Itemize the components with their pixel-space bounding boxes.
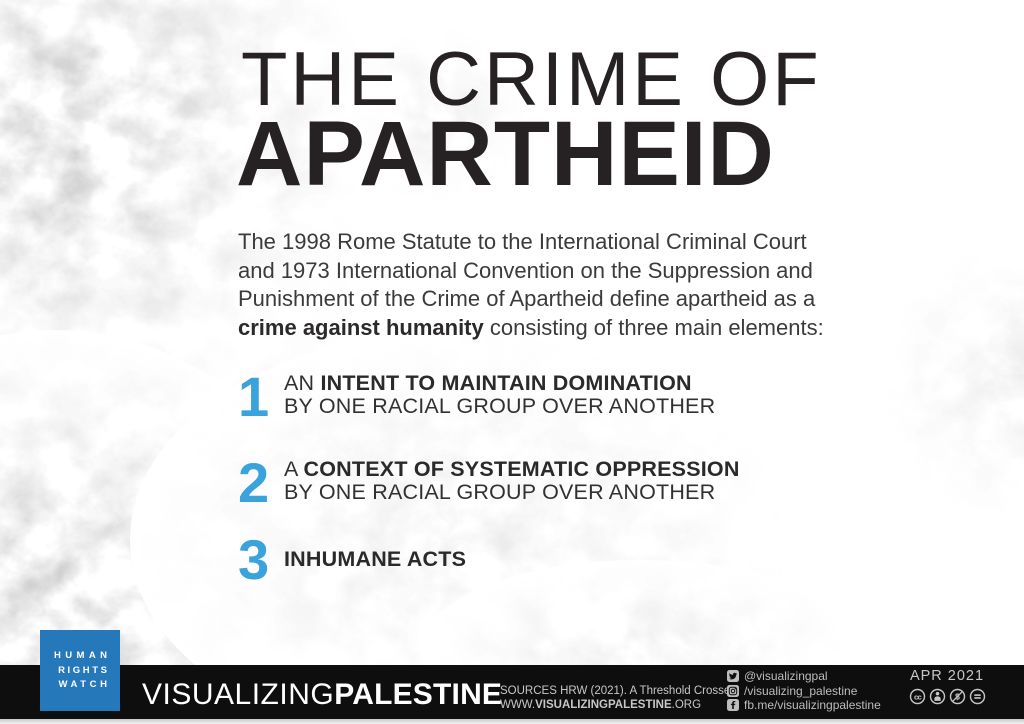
element-3-number: 3 [238, 528, 269, 591]
instagram-handle: /visualizing_palestine [744, 683, 858, 698]
sources-line: SOURCES HRW (2021). A Threshold Crossed [500, 685, 737, 697]
intro-bold-phrase: crime against humanity [238, 314, 484, 340]
element-1-line2: BY ONE RACIAL GROUP OVER ANOTHER [284, 393, 716, 418]
brand-bold-part: PALESTINE [334, 678, 503, 711]
element-1-emphasis: INTENT TO MAINTAIN DOMINATION [320, 371, 692, 395]
footer-bar [0, 665, 1024, 719]
intro-line: and 1973 International Convention on the… [238, 257, 813, 283]
intro-line: Punishment of the Crime of Apartheid def… [238, 286, 816, 311]
element-2-line2: BY ONE RACIAL GROUP OVER ANOTHER [284, 479, 716, 504]
date-license-block: APR 2021 cc $ [900, 669, 994, 705]
element-2-text: A CONTEXT OF SYSTEMATIC OPPRESSION BY ON… [284, 458, 740, 503]
element-1-text: AN INTENT TO MAINTAIN DOMINATION BY ONE … [284, 372, 715, 417]
svg-text:cc: cc [913, 692, 922, 701]
brand-light-part: VISUALIZING [142, 678, 335, 711]
social-handles: @visualizingpal /visualizing_palestine f… [727, 669, 881, 713]
element-2: 2 A CONTEXT OF SYSTEMATIC OPPRESSION BY … [238, 451, 740, 514]
cc-nc-noncommercial-icon: $ [949, 688, 965, 704]
human-rights-watch-logo: HUMAN RIGHTS WATCH [40, 630, 120, 711]
facebook-handle: fb.me/visualizingpalestine [744, 698, 881, 713]
element-3: 3 INHUMANE ACTS [238, 528, 466, 591]
page-title-line2: APARTHEID [236, 103, 775, 205]
hrw-logo-line: HUMAN [54, 650, 112, 662]
element-3-text: INHUMANE ACTS [284, 548, 466, 571]
url-bold: VISUALIZINGPALESTINE [535, 699, 672, 711]
cc-nd-noderivatives-icon [969, 688, 985, 704]
url-pre: WWW. [500, 699, 536, 711]
page-title-line1: THE CRIME OF [241, 37, 822, 122]
social-row-facebook: fb.me/visualizingpalestine [727, 698, 881, 713]
intro-line: crime against humanity consisting of thr… [238, 314, 824, 343]
bottom-edge-strip [0, 719, 1024, 724]
intro-paragraph: The 1998 Rome Statute to the Internation… [238, 228, 824, 342]
intro-tail: consisting of three main elements: [483, 314, 824, 340]
twitter-handle: @visualizingpal [744, 669, 828, 684]
element-1: 1 AN INTENT TO MAINTAIN DOMINATION BY ON… [238, 365, 715, 428]
hrw-logo-line: WATCH [58, 679, 111, 691]
visualizing-palestine-logo: VISUALIZINGPALESTINE [142, 680, 502, 710]
cc-license-icons: cc $ [900, 688, 994, 705]
element-2-emphasis: CONTEXT OF SYSTEMATIC OPPRESSION [303, 457, 740, 481]
sources-block: SOURCES HRW (2021). A Threshold Crossed … [500, 684, 737, 712]
intro-line: The 1998 Rome Statute to the Internation… [238, 229, 807, 254]
hrw-logo-line: RIGHTS [58, 664, 110, 676]
twitter-icon [727, 670, 739, 683]
cc-by-attribution-icon [929, 688, 945, 704]
url-post: .ORG [671, 699, 702, 711]
social-row-twitter: @visualizingpal [727, 669, 881, 684]
facebook-icon [727, 699, 739, 712]
element-2-number: 2 [238, 451, 269, 514]
element-1-number: 1 [238, 365, 269, 428]
element-2-lead: A [284, 457, 304, 481]
element-1-lead: AN [284, 371, 321, 395]
publication-date: APR 2021 [909, 668, 985, 684]
instagram-icon [727, 684, 739, 697]
social-row-instagram: /visualizing_palestine [727, 684, 881, 699]
element-3-emphasis: INHUMANE ACTS [284, 547, 467, 571]
cc-icon: cc [909, 688, 925, 704]
website-url: WWW.VISUALIZINGPALESTINE.ORG [500, 698, 737, 712]
